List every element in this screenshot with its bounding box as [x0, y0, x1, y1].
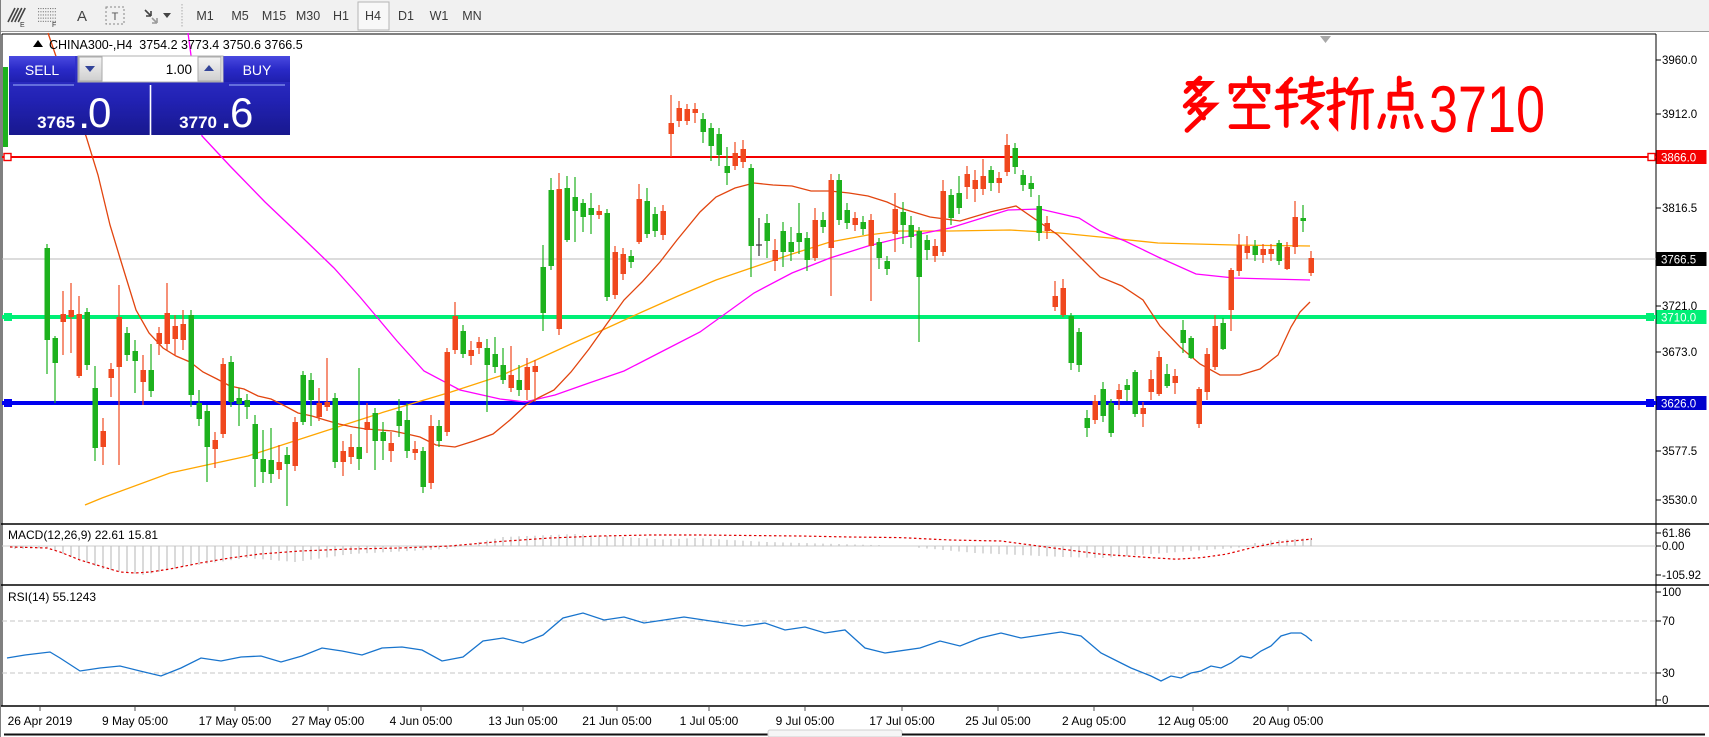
svg-text:MN: MN — [462, 9, 481, 23]
svg-text:3530.0: 3530.0 — [1662, 495, 1697, 507]
svg-text:0: 0 — [88, 89, 111, 136]
svg-text:100: 100 — [1662, 587, 1681, 599]
svg-text:9 May 05:00: 9 May 05:00 — [102, 714, 168, 728]
svg-text:25 Jul 05:00: 25 Jul 05:00 — [965, 714, 1031, 728]
svg-text:3710: 3710 — [1429, 72, 1545, 146]
svg-text:D1: D1 — [398, 9, 414, 23]
svg-text:2 Aug 05:00: 2 Aug 05:00 — [1062, 714, 1126, 728]
svg-text:M30: M30 — [296, 9, 320, 23]
svg-text:3577.5: 3577.5 — [1662, 446, 1697, 458]
svg-text:W1: W1 — [430, 9, 449, 23]
svg-text:3866.0: 3866.0 — [1661, 153, 1696, 165]
svg-text:H4: H4 — [365, 9, 381, 23]
svg-text:T: T — [112, 11, 119, 23]
svg-text:13 Jun 05:00: 13 Jun 05:00 — [488, 714, 558, 728]
svg-text:30: 30 — [1662, 668, 1675, 680]
svg-text:3770: 3770 — [179, 113, 217, 132]
svg-text:3816.5: 3816.5 — [1662, 203, 1697, 215]
svg-text:3673.0: 3673.0 — [1662, 347, 1697, 359]
svg-text:.: . — [80, 102, 88, 135]
svg-text:3960.0: 3960.0 — [1662, 55, 1697, 67]
svg-text:M15: M15 — [262, 9, 286, 23]
svg-text:1 Jul 05:00: 1 Jul 05:00 — [680, 714, 739, 728]
svg-text:27 May 05:00: 27 May 05:00 — [292, 714, 365, 728]
svg-text:3626.0: 3626.0 — [1661, 399, 1696, 411]
svg-text:9 Jul 05:00: 9 Jul 05:00 — [776, 714, 835, 728]
svg-text:H1: H1 — [333, 9, 349, 23]
svg-text:.: . — [222, 102, 230, 135]
svg-text:70: 70 — [1662, 616, 1675, 628]
svg-text:MACD(12,26,9) 22.61 15.81: MACD(12,26,9) 22.61 15.81 — [8, 528, 158, 542]
svg-text:3765: 3765 — [37, 113, 75, 132]
svg-text:26 Apr 2019: 26 Apr 2019 — [8, 714, 73, 728]
svg-text:BUY: BUY — [243, 62, 272, 78]
svg-text:3766.5: 3766.5 — [1661, 255, 1696, 267]
svg-text:F: F — [52, 22, 56, 29]
svg-text:17 May 05:00: 17 May 05:00 — [199, 714, 272, 728]
svg-text:20 Aug 05:00: 20 Aug 05:00 — [1253, 714, 1324, 728]
svg-text:1.00: 1.00 — [166, 62, 192, 77]
svg-text:4 Jun 05:00: 4 Jun 05:00 — [390, 714, 453, 728]
svg-text:3710.0: 3710.0 — [1661, 313, 1696, 325]
svg-text:3912.0: 3912.0 — [1662, 109, 1697, 121]
svg-text:M1: M1 — [196, 9, 213, 23]
svg-text:0: 0 — [1662, 695, 1668, 707]
svg-text:61.86: 61.86 — [1662, 528, 1691, 540]
svg-text:E: E — [20, 22, 25, 29]
svg-text:21 Jun 05:00: 21 Jun 05:00 — [582, 714, 652, 728]
svg-text:SELL: SELL — [25, 62, 59, 78]
svg-text:M5: M5 — [231, 9, 248, 23]
svg-text:0.00: 0.00 — [1662, 541, 1684, 553]
svg-text:CHINA300-,H4 3754.2 3773.4 37: CHINA300-,H4 3754.2 3773.4 3750.6 3766.5 — [49, 38, 303, 52]
svg-text:17 Jul 05:00: 17 Jul 05:00 — [869, 714, 935, 728]
svg-text:-105.92: -105.92 — [1662, 570, 1701, 582]
svg-text:12 Aug 05:00: 12 Aug 05:00 — [1158, 714, 1229, 728]
svg-text:A: A — [77, 8, 87, 25]
svg-text:RSI(14) 55.1243: RSI(14) 55.1243 — [8, 590, 96, 604]
svg-text:6: 6 — [230, 89, 253, 136]
